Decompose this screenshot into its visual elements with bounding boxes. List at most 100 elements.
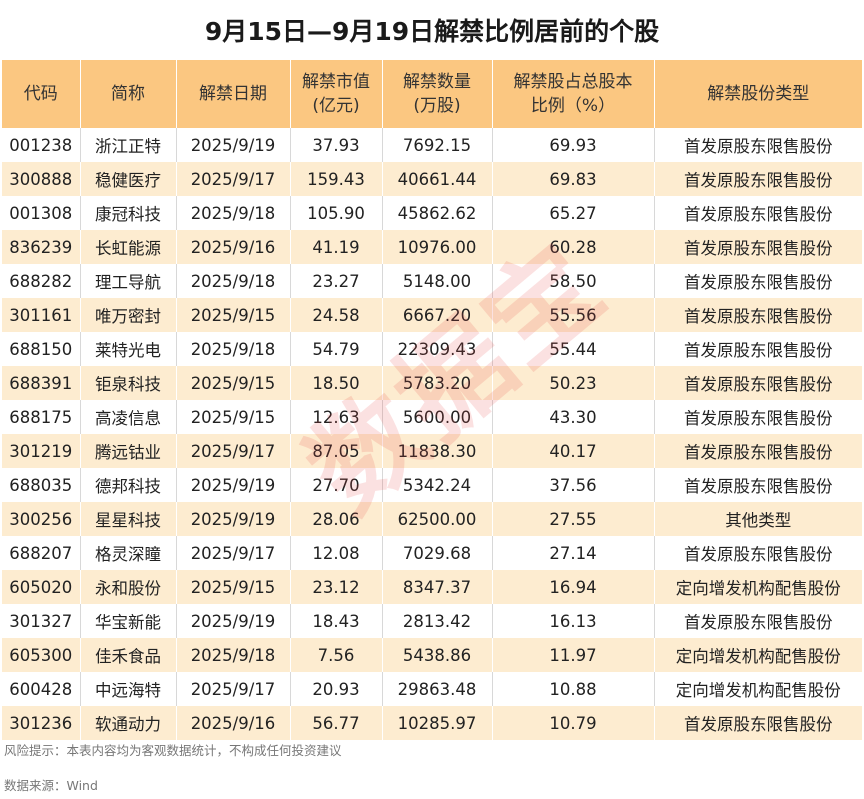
cell-code: 688282 <box>2 264 81 298</box>
column-header-ratio: 解禁股占总股本 比例（%） <box>492 60 655 128</box>
table-row: 301236 软通动力 2025/9/16 56.77 10285.97 10.79 首发原… <box>2 706 862 740</box>
cell-quantity: 62500.00 <box>382 502 493 536</box>
cell-market-value: 28.06 <box>290 502 383 536</box>
cell-ratio: 11.97 <box>492 638 655 672</box>
cell-code: 688035 <box>2 468 81 502</box>
table-row: 001238 浙江正特 2025/9/19 37.93 7692.15 69.93 首发原股… <box>2 128 862 162</box>
cell-code: 301161 <box>2 298 81 332</box>
column-header-share-type: 解禁股份类型 <box>654 60 862 128</box>
cell-quantity: 7029.68 <box>382 536 493 570</box>
cell-market-value: 56.77 <box>290 706 383 740</box>
cell-code: 001308 <box>2 196 81 230</box>
cell-unlock-date: 2025/9/15 <box>176 298 291 332</box>
cell-name: 华宝新能 <box>80 604 177 638</box>
source-note: 数据来源：Wind <box>4 778 98 793</box>
cell-ratio: 50.23 <box>492 366 655 400</box>
cell-quantity: 10976.00 <box>382 230 493 264</box>
cell-quantity: 5783.20 <box>382 366 493 400</box>
table-row: 688035 德邦科技 2025/9/19 27.70 5342.24 37.56 首发原股… <box>2 468 862 502</box>
cell-unlock-date: 2025/9/19 <box>176 128 291 162</box>
cell-code: 688391 <box>2 366 81 400</box>
cell-quantity: 2813.42 <box>382 604 493 638</box>
cell-market-value: 54.79 <box>290 332 383 366</box>
cell-quantity: 5148.00 <box>382 264 493 298</box>
cell-ratio: 10.79 <box>492 706 655 740</box>
cell-share-type: 首发原股东限售股份 <box>654 468 862 502</box>
cell-ratio: 60.28 <box>492 230 655 264</box>
cell-share-type: 首发原股东限售股份 <box>654 230 862 264</box>
cell-unlock-date: 2025/9/18 <box>176 638 291 672</box>
cell-share-type: 定向增发机构配售股份 <box>654 570 862 604</box>
risk-note: 风险提示：本表内容均为客观数据统计，不构成任何投资建议 <box>4 743 342 758</box>
cell-unlock-date: 2025/9/17 <box>176 434 291 468</box>
cell-market-value: 23.27 <box>290 264 383 298</box>
cell-name: 高凌信息 <box>80 400 177 434</box>
table-row: 688175 高凌信息 2025/9/15 12.63 5600.00 43.30 首发原股… <box>2 400 862 434</box>
cell-share-type: 定向增发机构配售股份 <box>654 638 862 672</box>
cell-unlock-date: 2025/9/18 <box>176 264 291 298</box>
cell-ratio: 10.88 <box>492 672 655 706</box>
cell-name: 永和股份 <box>80 570 177 604</box>
cell-market-value: 20.93 <box>290 672 383 706</box>
cell-quantity: 5600.00 <box>382 400 493 434</box>
cell-unlock-date: 2025/9/17 <box>176 162 291 196</box>
cell-code: 605020 <box>2 570 81 604</box>
page-title: 9月15日—9月19日解禁比例居前的个股 <box>204 17 660 46</box>
cell-unlock-date: 2025/9/15 <box>176 570 291 604</box>
cell-ratio: 58.50 <box>492 264 655 298</box>
cell-share-type: 首发原股东限售股份 <box>654 298 862 332</box>
table-row: 605020 永和股份 2025/9/15 23.12 8347.37 16.94 定向增发… <box>2 570 862 604</box>
cell-quantity: 10285.97 <box>382 706 493 740</box>
table-row: 605300 佳禾食品 2025/9/18 7.56 5438.86 11.97 定向增发机… <box>2 638 862 672</box>
cell-ratio: 16.13 <box>492 604 655 638</box>
cell-name: 理工导航 <box>80 264 177 298</box>
cell-market-value: 159.43 <box>290 162 383 196</box>
table-body: 001238 浙江正特 2025/9/19 37.93 7692.15 69.93 首发原股… <box>2 128 862 740</box>
cell-name: 莱特光电 <box>80 332 177 366</box>
cell-share-type: 其他类型 <box>654 502 862 536</box>
table-row: 300256 星星科技 2025/9/19 28.06 62500.00 27.55 其他类… <box>2 502 862 536</box>
unlock-ratio-table: 代码 简称 解禁日期 解禁市值 (亿元) 解禁数量 (万股) 解禁股占总股本 比例（%）解… <box>2 60 862 740</box>
cell-market-value: 41.19 <box>290 230 383 264</box>
cell-ratio: 43.30 <box>492 400 655 434</box>
cell-name: 稳健医疗 <box>80 162 177 196</box>
cell-quantity: 40661.44 <box>382 162 493 196</box>
cell-unlock-date: 2025/9/19 <box>176 468 291 502</box>
cell-market-value: 23.12 <box>290 570 383 604</box>
cell-unlock-date: 2025/9/18 <box>176 332 291 366</box>
cell-market-value: 18.50 <box>290 366 383 400</box>
cell-share-type: 首发原股东限售股份 <box>654 400 862 434</box>
cell-unlock-date: 2025/9/15 <box>176 366 291 400</box>
cell-market-value: 87.05 <box>290 434 383 468</box>
cell-ratio: 27.55 <box>492 502 655 536</box>
cell-quantity: 7692.15 <box>382 128 493 162</box>
cell-market-value: 12.08 <box>290 536 383 570</box>
cell-unlock-date: 2025/9/15 <box>176 400 291 434</box>
cell-code: 600428 <box>2 672 81 706</box>
cell-share-type: 首发原股东限售股份 <box>654 706 862 740</box>
cell-share-type: 首发原股东限售股份 <box>654 128 862 162</box>
cell-unlock-date: 2025/9/16 <box>176 230 291 264</box>
cell-quantity: 45862.62 <box>382 196 493 230</box>
column-header-code: 代码 <box>2 60 81 128</box>
cell-code: 300256 <box>2 502 81 536</box>
cell-name: 软通动力 <box>80 706 177 740</box>
cell-market-value: 37.93 <box>290 128 383 162</box>
cell-name: 唯万密封 <box>80 298 177 332</box>
cell-quantity: 22309.43 <box>382 332 493 366</box>
table-header-row: 代码 简称 解禁日期 解禁市值 (亿元) 解禁数量 (万股) 解禁股占总股本 比例（%）解… <box>2 60 862 128</box>
cell-ratio: 69.93 <box>492 128 655 162</box>
cell-unlock-date: 2025/9/16 <box>176 706 291 740</box>
cell-market-value: 18.43 <box>290 604 383 638</box>
cell-unlock-date: 2025/9/17 <box>176 536 291 570</box>
cell-quantity: 5342.24 <box>382 468 493 502</box>
cell-code: 688207 <box>2 536 81 570</box>
cell-market-value: 7.56 <box>290 638 383 672</box>
cell-name: 格灵深瞳 <box>80 536 177 570</box>
table-row: 688150 莱特光电 2025/9/18 54.79 22309.43 55.44 首发原… <box>2 332 862 366</box>
cell-code: 605300 <box>2 638 81 672</box>
cell-share-type: 首发原股东限售股份 <box>654 536 862 570</box>
column-header-market-value: 解禁市值 (亿元) <box>290 60 383 128</box>
cell-quantity: 29863.48 <box>382 672 493 706</box>
cell-quantity: 11838.30 <box>382 434 493 468</box>
